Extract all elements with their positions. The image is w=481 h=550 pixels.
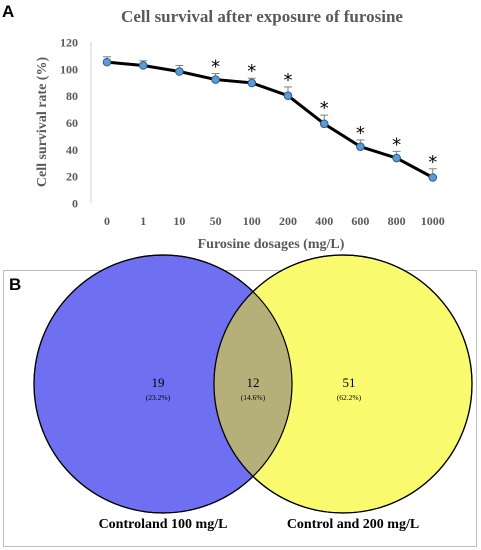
x-tick-label: 0 xyxy=(104,214,110,228)
significance-star: * xyxy=(356,123,365,144)
y-tick-label: 100 xyxy=(60,62,78,76)
error-bars xyxy=(103,56,437,178)
y-tick-label: 120 xyxy=(60,36,78,50)
y-tick-label: 0 xyxy=(72,197,78,211)
significance-markers: * * * * * * * xyxy=(211,57,437,173)
x-tick-label: 1 xyxy=(140,214,146,228)
panel-b-letter: B xyxy=(9,275,22,294)
overlap-percent: (14.6%) xyxy=(241,393,266,402)
x-tick-label: 50 xyxy=(210,214,222,228)
data-point xyxy=(102,57,112,67)
significance-star: * xyxy=(211,57,220,78)
data-point xyxy=(356,142,365,151)
data-point xyxy=(175,67,184,76)
data-point xyxy=(247,78,257,88)
x-tick-label: 600 xyxy=(351,214,369,228)
y-tick-label: 60 xyxy=(66,116,78,130)
survival-line-chart: Cell survival after exposure of furosine… xyxy=(35,7,445,252)
data-points xyxy=(102,57,438,182)
data-point xyxy=(211,75,220,84)
overlap-count: 12 xyxy=(247,375,260,390)
x-tick-label: 10 xyxy=(173,214,185,228)
y-tick-label: 40 xyxy=(66,143,78,157)
significance-star: * xyxy=(320,98,329,119)
x-tick-labels: 0 1 10 50 100 200 400 600 800 1000 xyxy=(104,214,445,228)
data-point xyxy=(392,153,401,163)
y-tick-label: 20 xyxy=(66,170,78,184)
significance-star: * xyxy=(428,152,437,173)
x-tick-label: 200 xyxy=(279,214,297,228)
left-only-percent: (23.2%) xyxy=(146,393,171,402)
right-only-percent: (62.2%) xyxy=(337,393,362,402)
y-axis-label: Cell survival rate (%) xyxy=(35,57,50,188)
panel-a-letter: A xyxy=(2,2,15,21)
chart-title: Cell survival after exposure of furosine xyxy=(121,7,403,26)
data-point xyxy=(428,173,438,182)
data-point xyxy=(283,91,293,100)
venn-diagram: 19 (23.2%) 12 (14.6%) 51 (62.2%) Control… xyxy=(33,254,473,532)
left-only-count: 19 xyxy=(152,375,165,390)
venn-left-label: Controland 100 mg/L xyxy=(99,517,228,532)
y-tick-label: 80 xyxy=(66,89,78,103)
x-axis-label: Furosine dosages (mg/L) xyxy=(198,237,345,252)
significance-star: * xyxy=(284,70,293,91)
x-tick-label: 1000 xyxy=(421,214,445,228)
series-line xyxy=(106,60,434,179)
significance-star: * xyxy=(392,134,401,155)
y-tick-labels: 0 20 40 60 80 100 120 xyxy=(60,36,78,211)
right-only-count: 51 xyxy=(343,375,356,390)
data-point xyxy=(138,61,148,70)
x-tick-label: 100 xyxy=(243,214,261,228)
x-tick-label: 400 xyxy=(315,214,333,228)
venn-right-label: Control and 200 mg/L xyxy=(287,517,419,532)
x-tick-label: 800 xyxy=(388,214,406,228)
data-point xyxy=(319,119,329,129)
significance-star: * xyxy=(247,61,256,82)
panel-b-frame xyxy=(3,270,477,547)
